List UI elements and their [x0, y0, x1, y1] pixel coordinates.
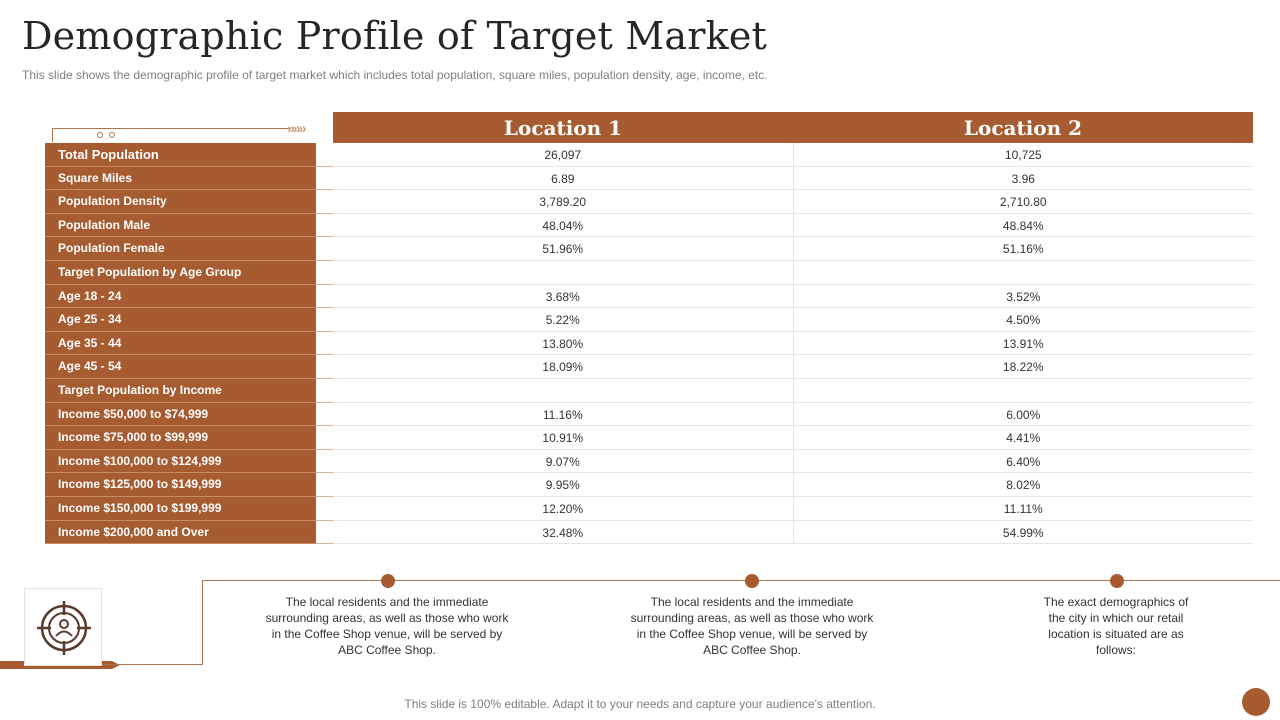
- row-label: Square Miles: [45, 166, 333, 191]
- table-row: 11.16% 6.00%: [333, 402, 1253, 427]
- cell-location-2: 48.84%: [793, 214, 1253, 238]
- cell-location-2: [793, 261, 1253, 285]
- cell-location-2: 18.22%: [793, 355, 1253, 379]
- table-row: 9.07% 6.40%: [333, 449, 1253, 474]
- table-row: 3.68% 3.52%: [333, 284, 1253, 309]
- row-label: Population Male: [45, 213, 333, 238]
- cell-location-1: 5.22%: [333, 308, 794, 332]
- row-label: Age 25 - 34: [45, 308, 333, 332]
- cell-location-1: 10.91%: [333, 426, 794, 450]
- cell-location-1: 26,097: [333, 143, 794, 167]
- cell-location-1: 18.09%: [333, 355, 794, 379]
- cell-location-2: 8.02%: [793, 473, 1253, 497]
- decorative-dots: [97, 125, 121, 143]
- data-table: 26,097 10,725 6.89 3.96 3,789.20 2,710.80 48.0…: [333, 143, 1253, 545]
- table-row: 26,097 10,725: [333, 143, 1253, 167]
- row-label: Income $100,000 to $124,999: [45, 449, 333, 474]
- header-location-1: Location 1: [503, 116, 623, 140]
- cell-location-2: 2,710.80: [793, 190, 1253, 214]
- cell-location-2: 6.40%: [793, 450, 1253, 474]
- cell-location-2: 4.41%: [793, 426, 1253, 450]
- cell-location-2: 13.91%: [793, 332, 1253, 356]
- table-row: 3,789.20 2,710.80: [333, 190, 1253, 214]
- cell-location-1: [333, 260, 794, 285]
- row-label: Target Population by Age Group: [45, 260, 333, 285]
- row-label: Population Density: [45, 190, 333, 214]
- row-label: Income $125,000 to $149,999: [45, 473, 333, 497]
- timeline-dot: [745, 574, 759, 588]
- cell-location-1: 3.68%: [333, 284, 794, 309]
- table-row: [333, 260, 1253, 285]
- header-location-2: Location 2: [963, 116, 1083, 140]
- cell-location-2: 3.52%: [793, 285, 1253, 309]
- row-label: Income $200,000 and Over: [45, 520, 333, 545]
- caption-1: The local residents and the immediate su…: [265, 595, 509, 657]
- cell-location-2: 54.99%: [793, 521, 1253, 545]
- row-label: Age 18 - 24: [45, 284, 333, 309]
- row-label: Target Population by Income: [45, 378, 333, 403]
- cell-location-1: 6.89: [333, 166, 794, 191]
- row-labels-column: Total Population Square Miles Population D…: [45, 143, 333, 545]
- cell-location-2: 11.11%: [793, 497, 1253, 521]
- cell-location-1: 48.04%: [333, 213, 794, 238]
- row-label: Population Female: [45, 237, 333, 261]
- timeline-line: [202, 580, 203, 665]
- chevrons-icon: »»»: [287, 120, 306, 136]
- page-subtitle: This slide shows the demographic profile…: [22, 68, 768, 82]
- cell-location-1: 11.16%: [333, 402, 794, 427]
- cell-location-2: 3.96: [793, 167, 1253, 191]
- timeline-line: [202, 580, 1280, 581]
- cell-location-1: 9.95%: [333, 473, 794, 497]
- cell-location-1: 3,789.20: [333, 190, 794, 214]
- row-label: Age 35 - 44: [45, 331, 333, 356]
- cell-location-1: 12.20%: [333, 496, 794, 521]
- table-row: 12.20% 11.11%: [333, 496, 1253, 521]
- table-row: 13.80% 13.91%: [333, 331, 1253, 356]
- table-row: 32.48% 54.99%: [333, 520, 1253, 545]
- row-label: Age 45 - 54: [45, 355, 333, 379]
- footer-note: This slide is 100% editable. Adapt it to…: [404, 697, 876, 711]
- caption-2: The local residents and the immediate su…: [630, 595, 874, 657]
- row-label: Income $50,000 to $74,999: [45, 402, 333, 427]
- cell-location-2: 51.16%: [793, 237, 1253, 261]
- row-label: Income $75,000 to $99,999: [45, 426, 333, 450]
- cell-location-1: 9.07%: [333, 449, 794, 474]
- timeline-dot: [1110, 574, 1124, 588]
- table-row: 10.91% 4.41%: [333, 426, 1253, 450]
- target-user-icon: [37, 601, 91, 655]
- target-icon-box: [24, 588, 102, 666]
- cell-location-1: 13.80%: [333, 331, 794, 356]
- table-header: Location 1 Location 2: [333, 112, 1253, 143]
- cell-location-2: 6.00%: [793, 403, 1253, 427]
- table-row: 6.89 3.96: [333, 166, 1253, 191]
- cell-location-2: 10,725: [793, 143, 1253, 167]
- table-row: [333, 378, 1253, 403]
- row-label: Total Population: [45, 143, 333, 167]
- cell-location-1: 51.96%: [333, 237, 794, 261]
- corner-decoration: [1242, 688, 1270, 716]
- table-row: 51.96% 51.16%: [333, 237, 1253, 261]
- table-row: 18.09% 18.22%: [333, 355, 1253, 379]
- table-row: 9.95% 8.02%: [333, 473, 1253, 497]
- row-label: Income $150,000 to $199,999: [45, 496, 333, 521]
- cell-location-1: 32.48%: [333, 520, 794, 545]
- cell-location-2: 4.50%: [793, 308, 1253, 332]
- timeline-line: [100, 664, 203, 665]
- cell-location-1: [333, 378, 794, 403]
- table-row: 5.22% 4.50%: [333, 308, 1253, 332]
- table-row: 48.04% 48.84%: [333, 213, 1253, 238]
- page-title: Demographic Profile of Target Market: [22, 14, 767, 58]
- cell-location-2: [793, 379, 1253, 403]
- caption-3: The exact demographics of the city in wh…: [1043, 595, 1189, 657]
- decorative-connector: [52, 128, 290, 142]
- timeline-dot: [381, 574, 395, 588]
